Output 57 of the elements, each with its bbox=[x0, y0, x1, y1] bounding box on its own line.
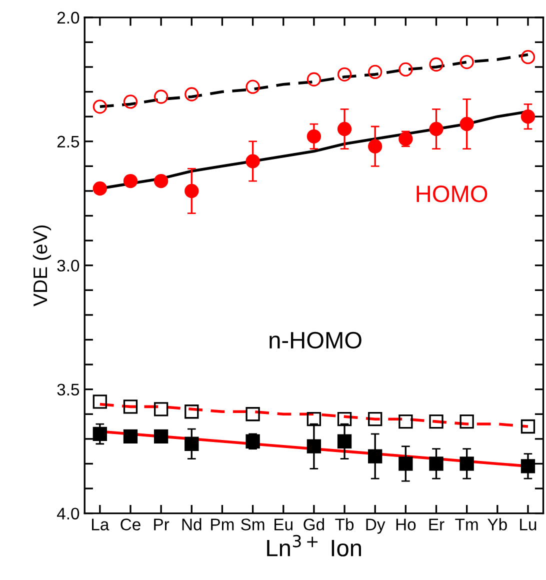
x-tick-label: Gd bbox=[304, 518, 324, 530]
y-tick-label: 2.0 bbox=[57, 12, 80, 24]
point bbox=[429, 57, 444, 72]
point bbox=[123, 429, 138, 444]
point bbox=[398, 414, 413, 429]
y-tick-label: 4.0 bbox=[56, 508, 80, 520]
point bbox=[92, 394, 108, 409]
point bbox=[429, 414, 444, 429]
point bbox=[306, 72, 322, 86]
x-axis-title: Ln$^{3+}$ Ion bbox=[267, 534, 361, 556]
point bbox=[398, 456, 413, 471]
point bbox=[246, 407, 260, 422]
point bbox=[92, 100, 108, 114]
point bbox=[154, 90, 168, 104]
x-tick-label: Ho bbox=[396, 518, 416, 530]
point bbox=[520, 50, 536, 64]
point bbox=[368, 449, 382, 464]
y-axis-title: VDE (eV) bbox=[32, 226, 52, 306]
point bbox=[154, 402, 168, 416]
point bbox=[368, 64, 382, 80]
x-tick-label: Pr bbox=[154, 518, 170, 530]
point bbox=[123, 94, 138, 109]
x-tick-label: Lu bbox=[520, 518, 536, 530]
x-tick-label: Sm bbox=[241, 518, 264, 530]
point bbox=[460, 54, 474, 70]
x-tick-label: Nd bbox=[182, 518, 202, 530]
x-tick-label: Ce bbox=[120, 518, 140, 530]
point bbox=[337, 67, 352, 82]
point bbox=[154, 174, 168, 188]
y-tick-label: 2.5 bbox=[57, 136, 80, 148]
point bbox=[92, 181, 108, 196]
point bbox=[429, 456, 444, 471]
annotation: HOMO bbox=[416, 186, 488, 202]
x-tick-label: La bbox=[92, 518, 110, 530]
x-tick-label: Tm bbox=[455, 518, 478, 530]
point bbox=[123, 400, 138, 414]
point bbox=[368, 412, 382, 426]
y-tick-label: 3.0 bbox=[57, 260, 80, 272]
x-tick-label: Pm bbox=[211, 518, 234, 530]
point bbox=[184, 404, 199, 419]
y-tick-label: 3.5 bbox=[57, 384, 80, 396]
point bbox=[184, 87, 199, 102]
x-tick-label: Dy bbox=[366, 518, 386, 534]
point bbox=[246, 80, 260, 94]
x-tick-label: Eu bbox=[274, 518, 292, 530]
point bbox=[398, 62, 413, 77]
x-tick-label: Er bbox=[429, 518, 444, 530]
point bbox=[123, 174, 138, 188]
annotation: n-HOMO bbox=[270, 332, 362, 349]
point bbox=[306, 412, 322, 426]
point bbox=[460, 456, 474, 471]
point bbox=[154, 429, 168, 444]
x-tick-label: Yb bbox=[488, 518, 507, 530]
point bbox=[520, 419, 536, 434]
point bbox=[337, 412, 352, 426]
x-tick-label: Tb bbox=[335, 518, 354, 530]
point bbox=[460, 414, 474, 429]
